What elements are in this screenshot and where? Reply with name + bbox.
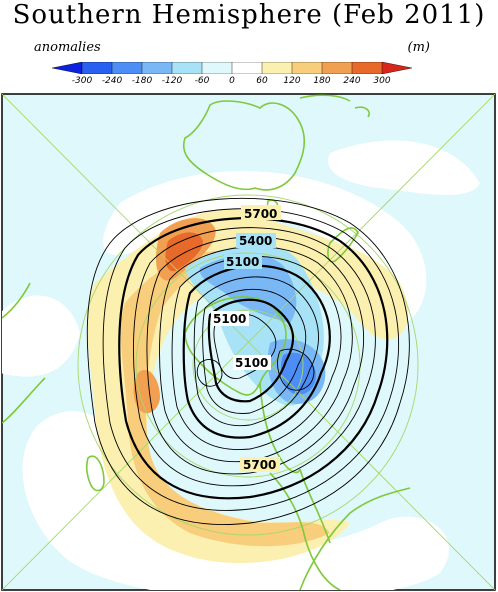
contour-labels: 5700 5400 5100 5100 5100 5700 xyxy=(211,205,281,472)
legend-units-label: (m) xyxy=(407,40,430,55)
legend-tick: -240 xyxy=(101,76,123,86)
legend-color-cell xyxy=(261,62,293,74)
color-legend-bar xyxy=(52,62,412,74)
legend-tick: 120 xyxy=(283,76,301,86)
contour-label: 5700 xyxy=(243,458,276,472)
height-contours xyxy=(86,197,410,525)
contour-label: 5700 xyxy=(244,207,277,221)
legend-color-cell xyxy=(171,62,203,74)
legend-color-cell xyxy=(52,62,83,74)
contour-label: 5100 xyxy=(235,356,268,370)
contour-label: 5100 xyxy=(226,255,259,269)
legend-color-cell xyxy=(351,62,383,74)
legend-color-cell xyxy=(321,62,353,74)
lat-lon-grid xyxy=(2,94,495,590)
coast-south-america-east xyxy=(299,487,411,590)
legend-tick: -180 xyxy=(131,76,153,86)
map-title: Southern Hemisphere (Feb 2011) xyxy=(12,0,486,30)
legend-tick: -60 xyxy=(194,76,210,86)
coast-australia xyxy=(183,100,305,191)
legend-tick: 0 xyxy=(229,76,235,86)
legend-ticks: -300 -240 -180 -120 -60 0 60 120 180 240… xyxy=(52,76,412,88)
positive-anomalies xyxy=(87,209,409,563)
legend-tick: 300 xyxy=(373,76,391,86)
legend-color-cell xyxy=(201,62,233,74)
coast-africa xyxy=(2,282,46,424)
coast-antarctica xyxy=(184,296,287,396)
legend-color-cell xyxy=(231,62,263,74)
legend-tick: -300 xyxy=(71,76,93,86)
legend-anomalies-label: anomalies xyxy=(34,40,101,55)
coast-indonesia xyxy=(299,94,370,118)
legend-color-cell xyxy=(141,62,173,74)
legend-color-cell xyxy=(291,62,323,74)
contour-label: 5100 xyxy=(213,312,246,326)
legend-tick: 240 xyxy=(343,76,361,86)
legend-tick: 60 xyxy=(256,76,268,86)
coast-antarctic-peninsula xyxy=(259,382,301,474)
coast-madagascar xyxy=(85,455,105,492)
legend-tick: 180 xyxy=(313,76,331,86)
legend-color-cell xyxy=(81,62,113,74)
polar-map: 5700 5400 5100 5100 5100 5700 xyxy=(1,93,496,591)
legend-color-cell xyxy=(111,62,143,74)
legend-color-cell xyxy=(381,62,412,74)
contour-label: 5400 xyxy=(239,234,272,248)
legend-tick: -120 xyxy=(161,76,183,86)
